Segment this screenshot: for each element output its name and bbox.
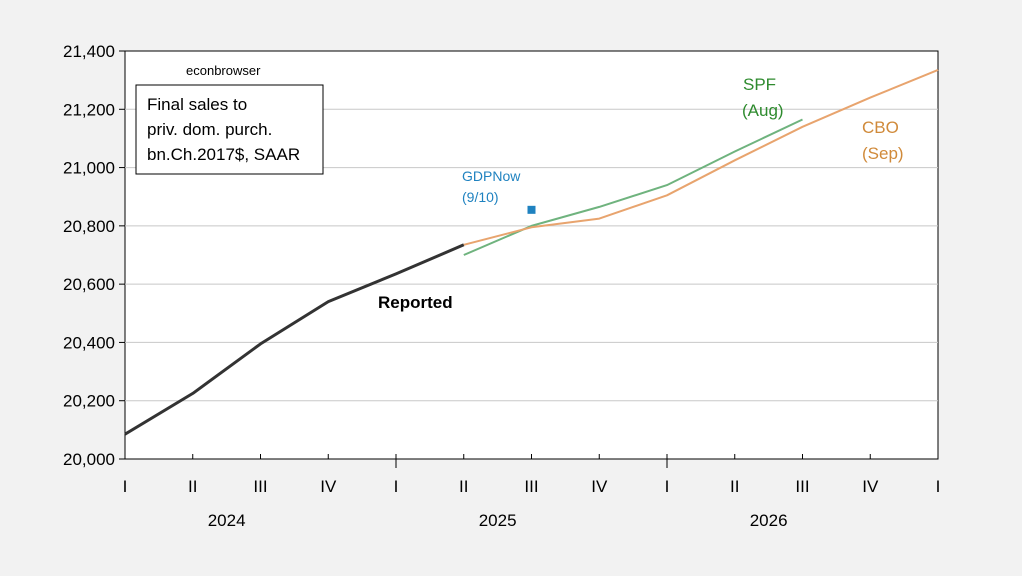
y-axis: 20,000 20,200 20,400 20,600 20,800 21,000 21,2… — [63, 42, 125, 469]
x-tick-label: II — [188, 477, 197, 496]
legend-line-3: bn.Ch.2017$, SAAR — [147, 145, 300, 164]
y-tick-label: 20,800 — [63, 217, 115, 236]
legend: Final sales to priv. dom. purch. bn.Ch.2… — [135, 84, 324, 175]
x-tick-label: I — [394, 477, 399, 496]
annotation-spf-line-2: (Aug) — [742, 101, 784, 120]
x-tick-label: IV — [591, 477, 608, 496]
y-tick-label: 20,600 — [63, 275, 115, 294]
x-tick-label: IV — [862, 477, 879, 496]
x-year-label: 2024 — [208, 511, 246, 530]
legend-line-1: Final sales to — [147, 95, 247, 114]
y-tick-label: 21,000 — [63, 159, 115, 178]
series-cbo-sep-line — [463, 68, 939, 246]
x-tick-label: III — [524, 477, 538, 496]
x-tick-label: I — [665, 477, 670, 496]
x-tick-label: III — [253, 477, 267, 496]
annotation-spf-line-1: SPF — [743, 75, 776, 94]
series-gdpnow-9-10-point — [527, 205, 536, 214]
x-tick-label: IV — [320, 477, 337, 496]
x-tick-label: I — [123, 477, 128, 496]
annotation-gdpnow-line-2: (9/10) — [462, 189, 499, 205]
watermark: econbrowser — [186, 63, 261, 78]
x-tick-label: III — [795, 477, 809, 496]
annotation-gdpnow-line-1: GDPNow — [462, 168, 521, 184]
annotation-cbo-line-2: (Sep) — [862, 144, 904, 163]
x-tick-label: II — [459, 477, 468, 496]
x-tick-label: I — [936, 477, 941, 496]
x-year-label: 2026 — [750, 511, 788, 530]
legend-box — [135, 84, 324, 175]
annotation-cbo-line-1: CBO — [862, 118, 899, 137]
legend-line-2: priv. dom. purch. — [147, 120, 272, 139]
x-year-label: 2025 — [479, 511, 517, 530]
y-tick-label: 20,200 — [63, 392, 115, 411]
y-tick-label: 21,400 — [63, 42, 115, 61]
y-tick-label: 21,200 — [63, 100, 115, 119]
series-lines — [124, 68, 939, 436]
y-tick-label: 20,000 — [63, 450, 115, 469]
x-tick-label: II — [730, 477, 739, 496]
y-tick-label: 20,400 — [63, 333, 115, 352]
series-reported-line — [124, 243, 465, 436]
annotation-reported: Reported — [378, 293, 453, 312]
